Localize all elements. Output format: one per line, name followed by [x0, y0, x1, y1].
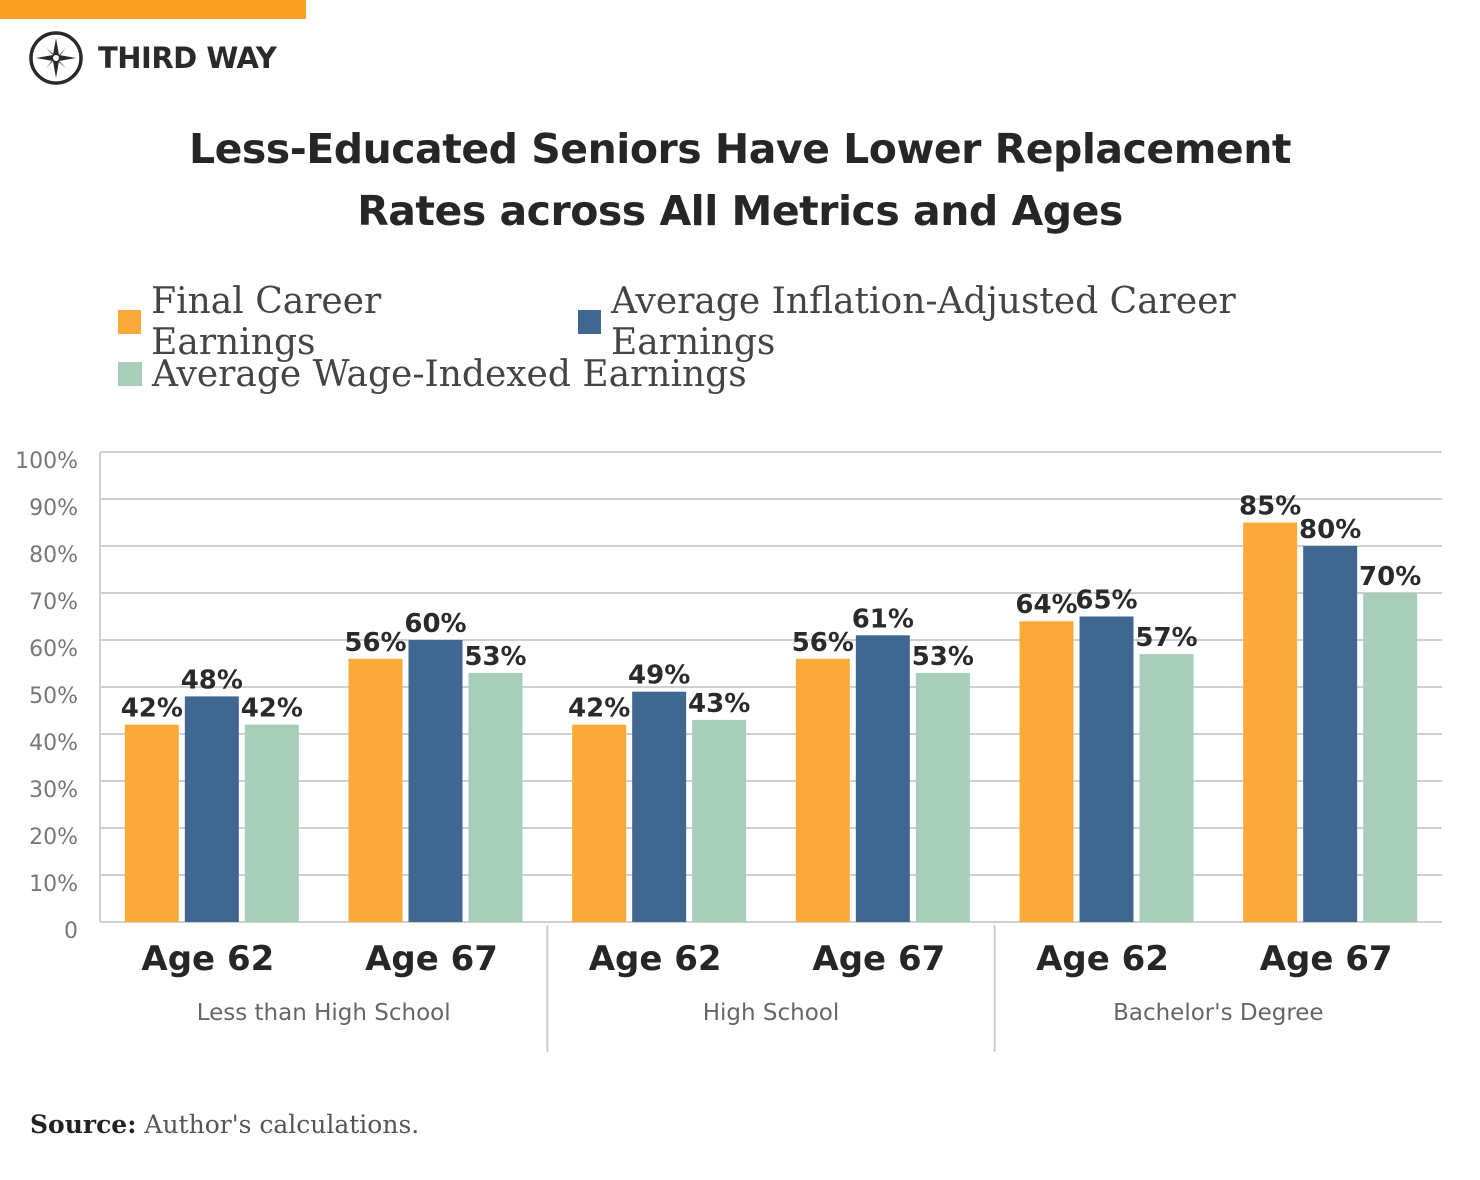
data-label: 80% [1299, 515, 1361, 545]
bar [572, 724, 627, 922]
data-label: 56% [792, 628, 854, 658]
legend-label: Final Career Earnings [151, 281, 382, 363]
logo-text: THIRD WAY [98, 41, 277, 75]
x-tick-label: Age 62 [141, 939, 274, 979]
legend-item-inflation: Average Inflation-Adjusted Career Earnin… [577, 281, 1382, 363]
legend-label: Average Wage-Indexed Earnings [152, 353, 747, 395]
data-label: 53% [464, 642, 526, 672]
bar [408, 640, 463, 922]
legend: Final Career Earnings Average Inflation-… [118, 281, 1418, 400]
bar [184, 696, 239, 922]
bar [1079, 616, 1134, 922]
bar [1303, 546, 1358, 922]
data-label: 42% [121, 694, 183, 724]
data-label: 85% [1239, 492, 1301, 522]
data-label: 48% [181, 665, 243, 695]
y-tick-label: 30% [29, 778, 78, 803]
data-label: 49% [628, 661, 690, 691]
x-tick-label: Age 62 [589, 939, 722, 979]
group-label: High School [703, 1000, 840, 1026]
data-label: 64% [1015, 590, 1077, 620]
bar [468, 672, 523, 922]
y-tick-label: 100% [15, 449, 78, 474]
data-label: 56% [344, 628, 406, 658]
bar [348, 658, 403, 922]
legend-swatch [118, 310, 142, 334]
y-tick-label: 20% [29, 825, 78, 850]
bar [692, 719, 747, 922]
bar [124, 724, 179, 922]
data-label: 57% [1135, 623, 1197, 653]
source-note: Source: Author's calculations. [30, 1110, 419, 1139]
data-label: 60% [404, 609, 466, 639]
y-tick-label: 60% [29, 637, 78, 662]
bar [1363, 593, 1418, 922]
x-tick-label: Age 67 [812, 939, 945, 979]
y-tick-label: 80% [29, 543, 78, 568]
legend-item-wage: Average Wage-Indexed Earnings [118, 354, 747, 395]
group-label: Bachelor's Degree [1113, 1000, 1324, 1026]
data-label: 70% [1359, 562, 1421, 592]
chart-title: Less-Educated Seniors Have Lower Replace… [0, 118, 1480, 242]
legend-swatch [577, 310, 602, 334]
bar [244, 724, 299, 922]
y-tick-label: 10% [29, 872, 78, 897]
x-tick-label: Age 67 [1260, 939, 1393, 979]
y-tick-label: 0 [64, 919, 78, 944]
bar [1243, 522, 1298, 922]
bar [795, 658, 850, 922]
y-tick-label: 50% [29, 684, 78, 709]
y-tick-label: 90% [29, 496, 78, 521]
chart-title-line: Rates across All Metrics and Ages [357, 187, 1123, 235]
chart-title-line: Less-Educated Seniors Have Lower Replace… [188, 125, 1292, 173]
group-label: Less than High School [197, 1000, 451, 1026]
bar [632, 691, 687, 922]
brand-accent-bar [0, 0, 306, 19]
data-label: 43% [688, 689, 750, 719]
bar [855, 635, 910, 922]
data-label: 65% [1075, 586, 1137, 616]
compass-icon [29, 31, 83, 85]
legend-item-final: Final Career Earnings [118, 281, 542, 363]
bar [1139, 654, 1194, 922]
x-tick-label: Age 67 [365, 939, 498, 979]
legend-swatch [118, 362, 142, 386]
source-label: Source: [30, 1110, 137, 1139]
data-label: 42% [568, 694, 630, 724]
bar [915, 672, 970, 922]
x-tick-label: Age 62 [1036, 939, 1169, 979]
y-tick-label: 70% [29, 590, 78, 615]
data-label: 53% [912, 642, 974, 672]
third-way-logo: THIRD WAY [28, 30, 277, 86]
legend-label: Average Inflation-Adjusted Career Earnin… [611, 281, 1236, 363]
bar [1019, 621, 1074, 922]
data-label: 42% [241, 694, 303, 724]
source-text: Author's calculations. [144, 1110, 420, 1139]
data-label: 61% [852, 604, 914, 634]
y-tick-label: 40% [29, 731, 78, 756]
